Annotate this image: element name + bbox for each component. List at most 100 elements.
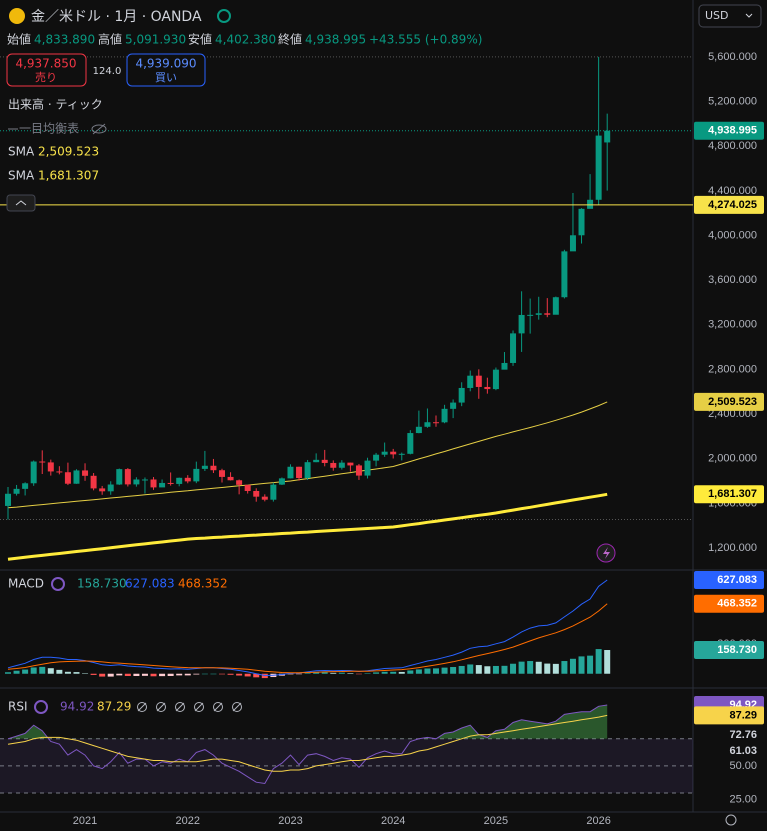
histogram-bar [355,673,362,675]
histogram-bar [569,658,576,674]
price-change: +43.555 (+0.89%) [369,33,482,47]
sell-button[interactable] [6,53,87,87]
macd-line [7,603,608,674]
candle-body [518,314,525,334]
sma-legend-name[interactable]: SMA [8,169,35,183]
sell-label[interactable]: 売り [35,71,57,84]
candle-body [56,471,63,473]
axis-tag [694,594,764,613]
axis-tag-label: 1,681.307 [708,488,757,500]
y-tick-label: 3,600.000 [708,274,757,286]
candle-body [107,484,114,492]
candle-body [561,251,568,298]
sell-price[interactable]: 4,937.850 [15,57,76,71]
candle-body [313,459,320,463]
histogram-bar [56,669,63,674]
histogram-bar [407,670,414,674]
buy-label[interactable]: 買い [155,71,177,84]
candle-body [124,469,131,485]
histogram-bar [450,667,457,674]
candle-body [587,199,594,209]
collapse-button[interactable] [6,194,36,212]
histogram-bar [587,655,594,674]
histogram-bar [304,673,311,674]
currency-label[interactable]: USD [705,9,729,22]
ichimoku-legend[interactable]: 一目均衡表 [19,122,79,136]
candle-body [475,375,482,387]
candle-body [467,375,474,388]
alert-icon [603,547,610,559]
buy-button[interactable] [126,53,206,87]
axis-tag [694,571,764,590]
candle-body [390,451,397,455]
histogram-bar [99,673,106,677]
axis-tag [694,121,764,140]
candle-body [373,454,380,461]
y-tick-label: 4,000.000 [708,229,757,241]
collapse-icon [15,200,27,206]
histogram-bar [321,672,328,674]
histogram-bar [458,665,465,674]
histogram-bar [330,672,337,674]
y-tick-label: 4,800.000 [708,140,757,152]
ohlc-label: 高値 [98,32,122,47]
y-tick-label: 1,200.000 [708,542,757,554]
candle-body [227,476,234,481]
histogram-bar [47,668,54,674]
y-tick-label: 3,200.000 [708,319,757,331]
histogram-bar [287,673,294,675]
currency-select[interactable] [698,4,762,28]
macd-title[interactable]: MACD [8,577,44,591]
histogram-bar [210,673,217,675]
histogram-bar [167,673,174,676]
histogram-bar [475,665,482,674]
sma-legend-name[interactable]: SMA [8,145,35,159]
x-tick-label: 2021 [73,815,97,827]
candle-body [364,460,371,476]
histogram-bar [595,649,602,674]
histogram-bar [535,661,542,674]
candle-body [458,387,465,403]
hidden-icon[interactable] [91,123,107,135]
candle-body [287,466,294,479]
candle-body [484,386,491,390]
histogram-bar [5,672,11,674]
histogram-bar [116,673,123,676]
histogram-bar [133,673,140,676]
candle-body [501,362,508,370]
histogram-bar [313,672,320,674]
histogram-bar [201,673,208,675]
x-tick-label: 2026 [586,815,610,827]
volume-legend[interactable]: 出来高 · ティック [8,97,103,112]
histogram-bar [193,673,200,675]
x-tick-label: 2023 [278,815,302,827]
ohlc-label: 始値 [7,32,31,47]
candle-body [433,422,439,424]
rsi-line [7,714,608,772]
histogram-bar [501,665,508,674]
candle-body [398,453,405,455]
candle-body [604,130,611,143]
candle-body [492,369,499,390]
rsi-title[interactable]: RSI [8,700,28,714]
candle-body [261,496,268,500]
axis-tag-label: 4,938.995 [708,125,757,137]
histogram-bar [390,671,397,674]
candle-body [569,235,576,252]
candle-body [407,433,414,454]
histogram-bar [184,673,191,676]
histogram-bar [561,661,568,674]
histogram-bar [527,661,534,674]
buy-price[interactable]: 4,939.090 [135,57,196,71]
axis-tag-label: 72.76 [729,729,757,741]
histogram-bar [219,673,225,675]
candle-body [450,402,457,409]
histogram-bar [13,670,20,674]
symbol-title[interactable]: 金／米ドル · 1月 · OANDA [31,9,202,25]
histogram-bar [347,673,354,674]
y-tick-label: 2,800.000 [708,363,757,375]
dropdown-caret [745,13,753,18]
y-tick-label: 50.00 [729,760,757,772]
settings-icon[interactable] [725,814,737,826]
